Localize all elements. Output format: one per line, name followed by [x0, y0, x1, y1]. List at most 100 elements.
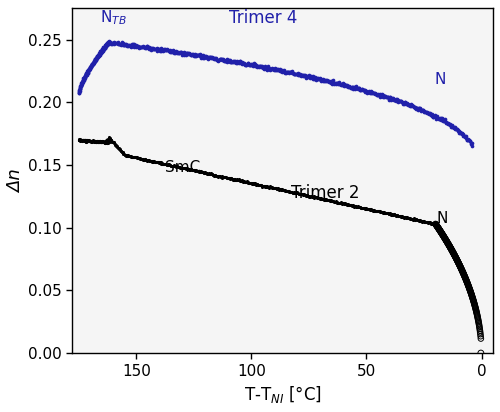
Point: [218, 56, 226, 63]
Point: [379, 210, 387, 216]
Text: N$_{TB}$: N$_{TB}$: [100, 8, 126, 27]
Point: [322, 77, 330, 84]
Point: [423, 109, 431, 115]
Point: [180, 52, 188, 58]
Point: [380, 209, 388, 216]
Point: [82, 137, 90, 144]
Point: [401, 214, 409, 220]
Point: [302, 192, 310, 199]
Point: [295, 71, 303, 78]
Point: [300, 192, 308, 198]
Point: [374, 91, 382, 97]
Point: [103, 140, 111, 146]
Point: [258, 65, 266, 72]
Point: [254, 63, 262, 70]
Point: [274, 185, 281, 192]
Point: [436, 115, 444, 121]
Point: [212, 173, 220, 179]
Point: [330, 198, 338, 204]
Point: [358, 87, 366, 94]
Point: [202, 54, 210, 60]
Point: [283, 187, 291, 194]
Point: [80, 75, 88, 82]
Point: [316, 75, 324, 82]
Point: [82, 71, 90, 78]
Point: [280, 187, 288, 194]
Point: [456, 264, 464, 271]
Point: [264, 184, 272, 190]
Point: [80, 74, 88, 81]
Point: [158, 47, 166, 54]
Point: [86, 64, 94, 71]
Point: [340, 82, 348, 89]
Point: [194, 168, 202, 175]
Point: [102, 42, 110, 49]
Point: [90, 60, 98, 67]
Point: [252, 62, 260, 68]
Point: [472, 308, 480, 315]
Point: [386, 96, 394, 103]
Point: [178, 49, 186, 56]
Point: [119, 40, 127, 46]
Point: [329, 198, 337, 204]
Y-axis label: Δn: Δn: [7, 169, 25, 192]
Point: [446, 243, 454, 250]
Point: [146, 158, 154, 164]
Point: [116, 146, 124, 152]
Point: [456, 262, 464, 269]
Point: [172, 49, 179, 56]
Point: [92, 55, 100, 61]
Point: [104, 137, 112, 143]
Point: [152, 159, 160, 165]
Point: [86, 138, 94, 144]
Point: [440, 233, 448, 239]
Point: [342, 201, 350, 207]
Point: [474, 314, 482, 321]
Point: [280, 67, 288, 74]
Point: [100, 44, 108, 50]
Point: [178, 164, 186, 171]
Point: [82, 73, 90, 79]
Point: [318, 195, 326, 202]
Point: [194, 168, 202, 175]
Point: [412, 215, 420, 222]
Point: [175, 50, 183, 57]
Point: [468, 140, 476, 147]
Point: [410, 103, 418, 110]
Point: [148, 158, 156, 165]
Point: [194, 168, 202, 175]
Point: [236, 59, 244, 66]
Point: [75, 136, 83, 143]
Point: [450, 124, 458, 130]
Point: [436, 228, 444, 234]
Point: [100, 139, 108, 145]
Point: [398, 213, 406, 220]
Point: [96, 139, 104, 145]
Point: [381, 93, 389, 100]
Point: [142, 44, 150, 51]
Point: [466, 138, 473, 145]
Point: [110, 39, 118, 45]
Point: [198, 168, 205, 175]
Point: [177, 49, 185, 56]
Point: [342, 200, 349, 206]
Text: N: N: [434, 72, 446, 87]
Point: [408, 103, 416, 110]
Point: [125, 42, 133, 49]
Point: [84, 136, 92, 143]
Point: [169, 163, 177, 169]
Point: [140, 44, 148, 51]
Point: [428, 220, 436, 227]
Point: [91, 56, 99, 63]
Point: [78, 79, 86, 86]
Point: [206, 171, 214, 178]
Point: [78, 78, 86, 85]
Point: [166, 162, 173, 169]
Point: [280, 187, 287, 194]
Point: [101, 139, 109, 146]
Point: [418, 218, 426, 225]
Point: [234, 58, 241, 65]
Point: [348, 84, 356, 91]
Point: [218, 55, 226, 62]
Point: [452, 254, 460, 260]
